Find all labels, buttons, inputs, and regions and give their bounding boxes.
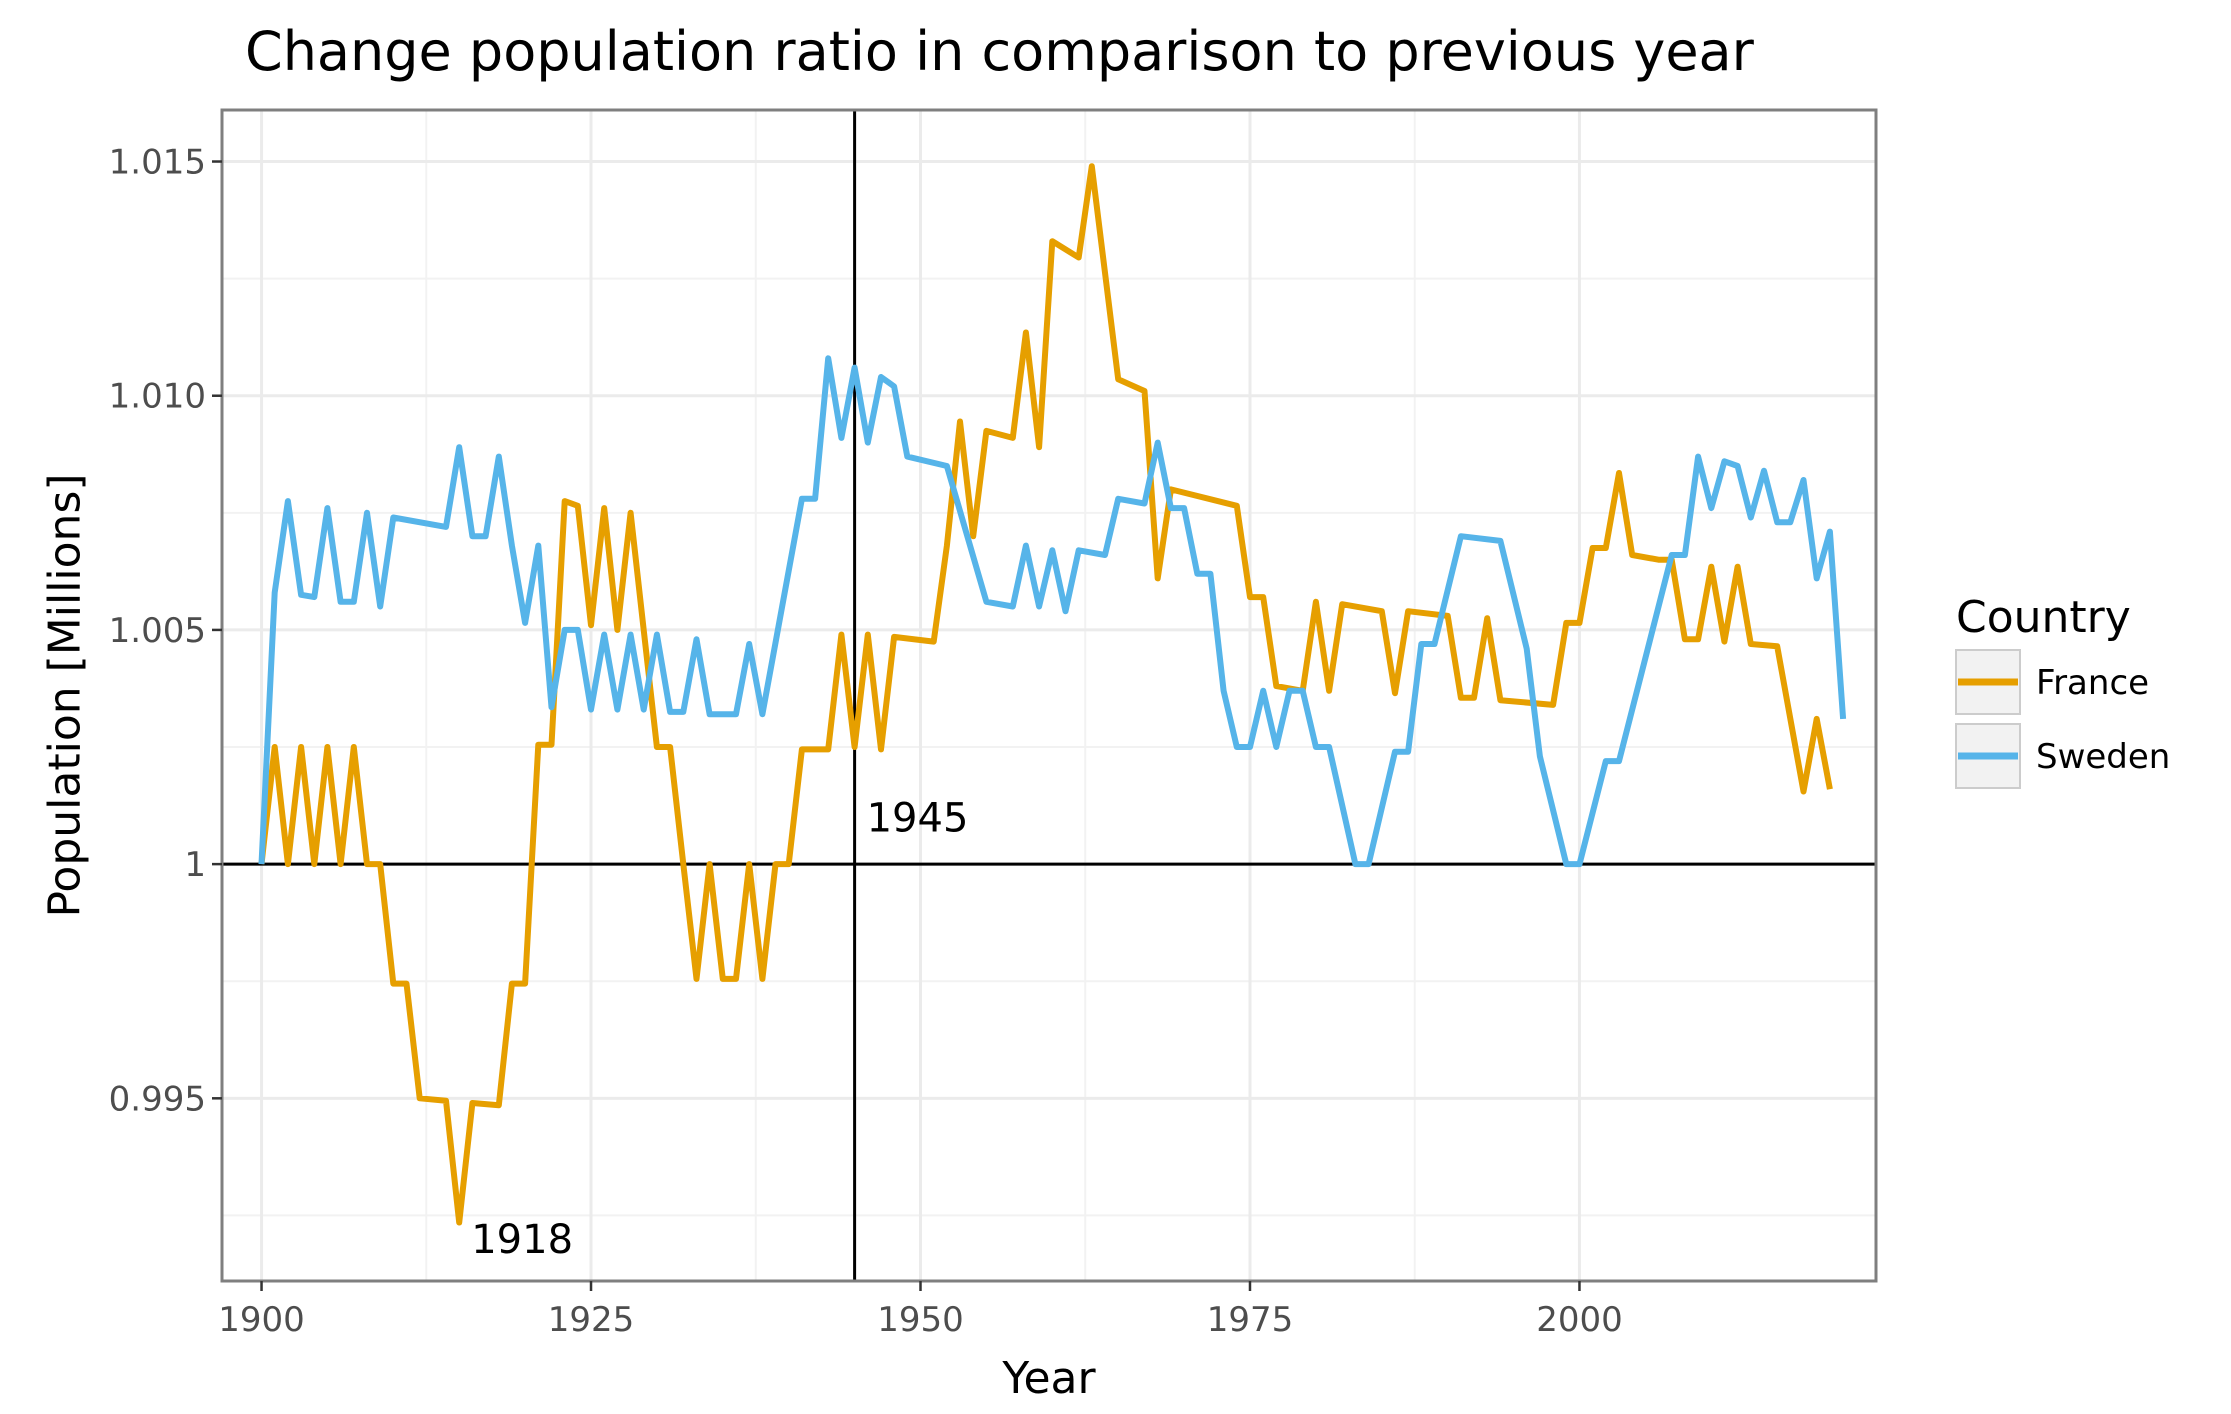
legend-label-sweden: Sweden bbox=[2036, 737, 2170, 777]
y-tick-label: 0.995 bbox=[109, 1079, 206, 1119]
minor-gridlines bbox=[222, 110, 1876, 1281]
y-axis-title: Population [Millions] bbox=[39, 473, 90, 917]
x-tick-label: 1925 bbox=[548, 1300, 635, 1340]
y-tick-label: 1 bbox=[184, 845, 206, 885]
x-tick-label: 2000 bbox=[1536, 1300, 1623, 1340]
annotation-label: 1945 bbox=[867, 795, 969, 841]
series-line-sweden bbox=[258, 355, 1847, 868]
legend-items: France Sweden bbox=[1955, 649, 2170, 789]
y-tick-label: 1.010 bbox=[109, 377, 206, 417]
panel-border bbox=[220, 108, 1878, 1283]
series-layer bbox=[258, 163, 1847, 1226]
legend-item-sweden: Sweden bbox=[1955, 723, 2170, 789]
legend-item-france: France bbox=[1955, 649, 2149, 715]
legend-title: Country bbox=[1956, 592, 2131, 643]
y-axis-ticks: 0.995 1 1.005 1.010 1.015 bbox=[109, 143, 222, 1119]
y-tick-label: 1.015 bbox=[109, 143, 206, 183]
x-tick-label: 1975 bbox=[1207, 1300, 1294, 1340]
x-axis-title: Year bbox=[1001, 1353, 1096, 1404]
reference-lines bbox=[222, 110, 1876, 1281]
chart-title: Change population ratio in comparison to… bbox=[245, 20, 1755, 83]
legend: Country France Sweden bbox=[1955, 592, 2170, 789]
y-tick-label: 1.005 bbox=[109, 611, 206, 651]
x-tick-label: 1900 bbox=[218, 1300, 305, 1340]
x-tick-label: 1950 bbox=[877, 1300, 964, 1340]
annotations: 1945 1918 bbox=[471, 795, 968, 1263]
x-axis-ticks: 1900 1925 1950 1975 2000 bbox=[218, 1281, 1623, 1340]
major-gridlines bbox=[222, 110, 1876, 1281]
annotation-label: 1918 bbox=[471, 1217, 573, 1263]
legend-label-france: France bbox=[2036, 663, 2149, 703]
